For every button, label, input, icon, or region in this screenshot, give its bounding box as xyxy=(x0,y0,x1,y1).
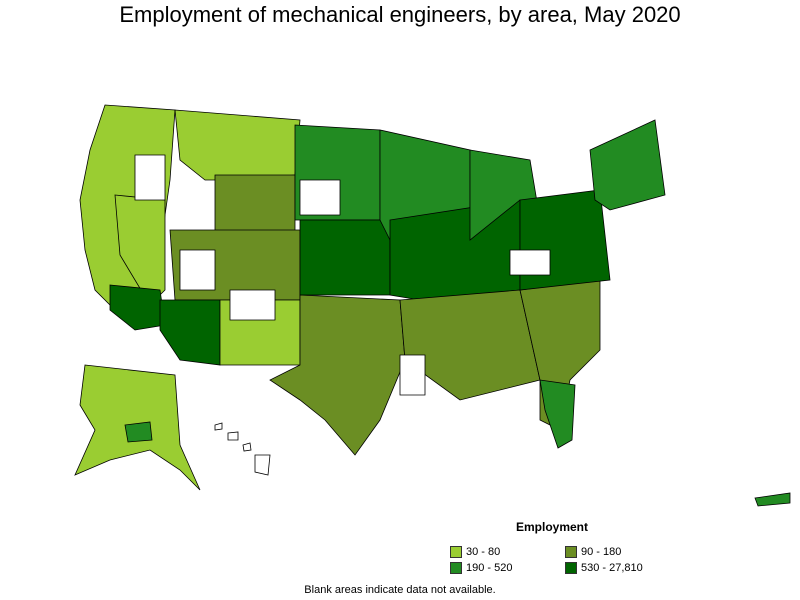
region-nebraska-kansas xyxy=(299,219,391,296)
hawaii-island-2 xyxy=(227,431,239,441)
legend: Employment 30 - 80 90 - 180 190 - 520 53… xyxy=(450,518,680,580)
puerto-rico xyxy=(754,492,791,507)
legend-item-30-80: 30 - 80 xyxy=(450,546,500,558)
legend-item-530-27810: 530 - 27,810 xyxy=(565,562,643,574)
region-new-england xyxy=(589,119,666,211)
legend-label: 190 - 520 xyxy=(466,562,513,574)
alaska-anchorage xyxy=(124,421,153,443)
no-data-area-1 xyxy=(179,249,216,291)
footnote: Blank areas indicate data not available. xyxy=(304,584,496,596)
hawaii-island-3 xyxy=(242,442,252,452)
no-data-area-3 xyxy=(299,179,341,216)
hawaii-island-4 xyxy=(254,454,271,476)
region-arizona xyxy=(159,299,221,366)
page-title: Employment of mechanical engineers, by a… xyxy=(119,2,681,27)
no-data-area-4 xyxy=(229,289,276,321)
hawaii-island-1 xyxy=(214,422,223,431)
legend-swatch xyxy=(565,546,577,558)
legend-item-190-520: 190 - 520 xyxy=(450,562,512,574)
alaska xyxy=(74,364,201,491)
hawaii xyxy=(214,422,271,476)
lower-48-states xyxy=(79,104,666,456)
puerto-rico-island xyxy=(754,492,791,507)
legend-label: 90 - 180 xyxy=(581,546,622,558)
region-southern-california xyxy=(109,284,166,331)
region-south-central xyxy=(399,289,541,401)
legend-label: 30 - 80 xyxy=(466,546,501,558)
legend-item-90-180: 90 - 180 xyxy=(565,546,621,558)
legend-label: 530 - 27,810 xyxy=(581,562,643,574)
region-idaho-montana xyxy=(174,109,301,181)
no-data-area-6 xyxy=(509,249,551,276)
legend-swatch xyxy=(565,562,577,574)
region-florida xyxy=(539,379,576,449)
no-data-area-5 xyxy=(399,354,426,396)
legend-swatch xyxy=(450,562,462,574)
no-data-area-2 xyxy=(134,154,166,201)
legend-swatch xyxy=(450,546,462,558)
legend-title: Employment xyxy=(516,520,589,534)
